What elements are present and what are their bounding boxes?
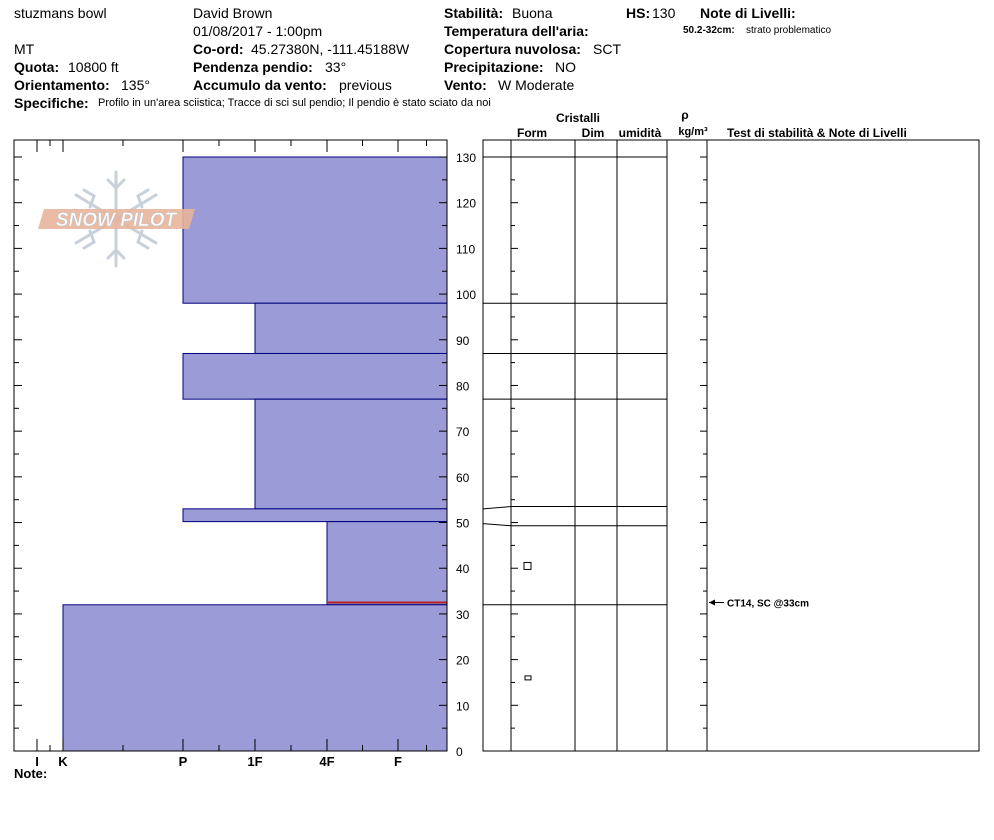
stratigraphy-table: Cristalli Form Dim umidità ρ kg/m³ Test di sta… [482, 108, 980, 752]
test-label: CT14, SC @33cm [727, 599, 809, 610]
stabilita-value: Buona [512, 5, 553, 21]
layer-group [62, 156, 448, 752]
table-connector [482, 523, 512, 527]
header-rho: ρ [681, 108, 688, 122]
y-tick-label: 90 [456, 334, 470, 348]
hardness-label: P [179, 754, 188, 769]
orientamento-label: Orientamento: [14, 77, 110, 93]
vento-value: W Moderate [498, 77, 575, 93]
y-tick-label: 40 [456, 562, 470, 576]
y-tick-label: 30 [456, 608, 470, 622]
axes-group: 0 10 20 30 40 50 60 70 80 90 100 110 120 130 I K P 1F 4F F [13, 139, 476, 769]
coord-value: 45.27380N, -111.45188W [251, 41, 410, 57]
header-dim: Dim [582, 126, 605, 140]
y-tick-label: 130 [456, 151, 476, 165]
copertura-value: SCT [593, 41, 621, 57]
crystal-form-symbol [523, 561, 532, 570]
state-name: MT [14, 41, 35, 57]
snow-layer [254, 302, 448, 354]
snow-layer [254, 398, 448, 510]
quota-value: 10800 ft [68, 59, 119, 75]
orientamento-value: 135° [121, 77, 150, 93]
pendenza-label: Pendenza pendio: [193, 59, 313, 75]
coord-label: Co-ord: [193, 41, 244, 57]
test-arrowhead [709, 599, 715, 606]
hs-label: HS: [626, 5, 651, 21]
table-connector [482, 506, 512, 510]
vento-label: Vento: [444, 77, 487, 93]
accumulo-label: Accumulo da vento: [193, 77, 327, 93]
pendenza-value: 33° [325, 59, 347, 75]
hardness-label: 1F [247, 754, 262, 769]
y-tick-label: 80 [456, 379, 470, 393]
y-tick-label: 20 [456, 654, 470, 668]
quota-label: Quota: [14, 59, 60, 75]
accumulo-value: previous [339, 77, 392, 93]
logo-wordmark: SNOW PILOT [56, 210, 178, 231]
y-tick-label: 120 [456, 197, 476, 211]
y-tick-label: 100 [456, 288, 476, 302]
precipitazione-label: Precipitazione: [444, 59, 544, 75]
header-umidita: umidità [619, 126, 662, 140]
snow-layer [182, 156, 448, 304]
snow-layer [182, 508, 448, 523]
y-tick-label: 110 [456, 242, 475, 256]
y-tick-label: 50 [456, 517, 470, 531]
header-cristalli: Cristalli [556, 111, 600, 125]
snow-layer [62, 604, 448, 752]
copertura-label: Copertura nuvolosa: [444, 41, 581, 57]
table-frame [482, 139, 980, 752]
crystal-form-symbol [524, 675, 532, 681]
temperatura-label: Temperatura dell'aria: [444, 23, 589, 39]
precipitazione-value: NO [555, 59, 576, 75]
snow-layer [326, 521, 448, 606]
y-tick-label: 70 [456, 425, 470, 439]
hardness-label: F [394, 754, 402, 769]
y-tick-label: 10 [456, 699, 470, 713]
hardness-label: I [35, 754, 39, 769]
location-name: stuzmans bowl [14, 5, 107, 21]
hardness-label: 4F [319, 754, 334, 769]
y-tick-label: 0 [456, 745, 463, 759]
y-tick-label: 60 [456, 471, 470, 485]
note-livelli-text: strato problematico [746, 25, 832, 36]
header-tests: Test di stabilità & Note di Livelli [727, 126, 907, 140]
profile-frame [13, 139, 448, 752]
snowpilot-logo: SNOW PILOT [38, 170, 195, 268]
hs-value: 130 [652, 5, 676, 21]
stabilita-label: Stabilità: [444, 5, 504, 21]
observer-name: David Brown [193, 5, 273, 21]
observation-datetime: 01/08/2017 - 1:00pm [193, 23, 323, 39]
header-form: Form [517, 126, 547, 140]
header-density-unit: kg/m³ [678, 126, 708, 138]
specifiche-label: Specifiche: [14, 95, 89, 111]
note-livelli-range: 50.2-32cm: [683, 25, 735, 36]
note-livelli-label: Note di Livelli: [700, 5, 796, 21]
hardness-label: K [58, 754, 68, 769]
specifiche-value: Profilo in un'area sciistica; Tracce di … [98, 97, 491, 109]
note-label: Note: [14, 766, 47, 781]
snow-layer [182, 352, 448, 400]
